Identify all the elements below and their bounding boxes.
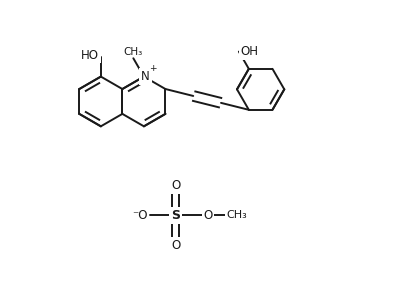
Text: CH₃: CH₃ xyxy=(124,47,143,57)
Text: N: N xyxy=(141,70,150,83)
Text: OH: OH xyxy=(240,45,258,58)
Text: S: S xyxy=(171,209,180,222)
Text: O: O xyxy=(171,239,180,252)
Text: +: + xyxy=(149,64,157,73)
Text: O: O xyxy=(203,209,212,222)
Text: CH₃: CH₃ xyxy=(226,210,247,220)
Text: HO: HO xyxy=(81,49,99,62)
Text: ⁻O: ⁻O xyxy=(132,209,148,222)
Text: O: O xyxy=(171,179,180,192)
